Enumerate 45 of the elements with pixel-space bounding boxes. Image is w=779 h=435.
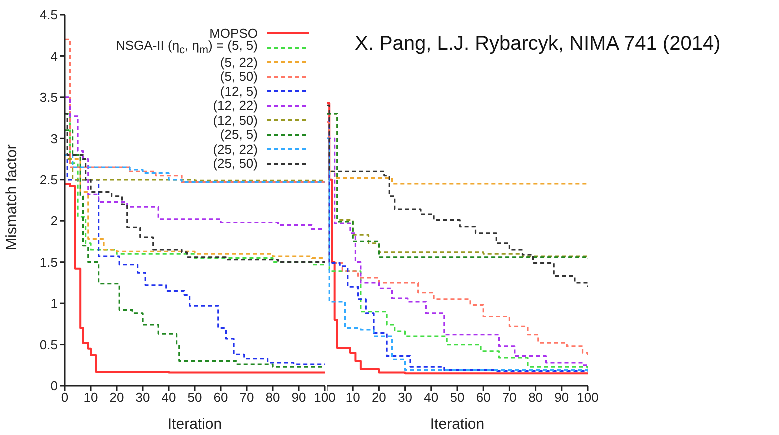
y-tick-label: 1 [50, 296, 58, 312]
y-tick-label: 2 [50, 214, 58, 229]
annotation: X. Pang, L.J. Rybarcyk, NIMA 741 (2014) [355, 33, 721, 56]
legend-label: (12, 50) [213, 112, 258, 128]
x-tick-label: 80 [528, 390, 544, 406]
x-tick-label: 100 [314, 390, 336, 406]
x-tick-label: 60 [214, 390, 228, 406]
x-tick-label: 60 [476, 390, 491, 406]
x-tick-label: 80 [266, 390, 280, 406]
y-tick-label: 3 [50, 131, 58, 146]
x-tick-label: 90 [292, 390, 306, 406]
x-axis-title: Iteration [168, 416, 222, 433]
x-tick-label: 70 [502, 390, 517, 406]
y-tick-label: 4.5 [40, 8, 58, 23]
x-tick-label: 70 [240, 390, 254, 406]
x-tick-label: 50 [450, 390, 465, 406]
x-tick-label: 20 [110, 390, 124, 406]
x-tick-label: 20 [372, 390, 386, 406]
x-tick-label: 50 [188, 390, 202, 406]
y-tick-label: 2.5 [40, 172, 58, 188]
x-axis-title: Iteration [430, 416, 485, 433]
legend-label: (12, 5) [220, 84, 258, 99]
legend-label: (25, 5) [220, 127, 258, 142]
legend-label: MOPSO [210, 26, 258, 41]
x-tick-label: 40 [162, 390, 176, 406]
y-tick-label: 1.5 [40, 254, 58, 270]
x-tick-label: 10 [84, 390, 98, 406]
legend-label: NSGA-II (η$_{c}$, η$_{m}$) = (5, 5) [116, 38, 258, 58]
x-tick-label: 30 [398, 390, 413, 406]
legend-label: (25, 50) [213, 156, 258, 172]
x-tick-label: 30 [136, 390, 150, 406]
y-axis-title: Mismatch factor [3, 144, 20, 250]
legend-label: (5, 50) [220, 69, 258, 84]
legend-label: (12, 22) [213, 98, 258, 114]
y-tick-label: 4 [50, 48, 58, 64]
y-tick-label: 0 [50, 378, 58, 394]
x-tick-label: 40 [424, 390, 439, 406]
y-tick-label: 3.5 [40, 90, 58, 106]
legend-label: (5, 22) [220, 54, 258, 70]
x-tick-label: 0 [61, 390, 69, 406]
y-tick-label: 0.5 [40, 337, 58, 352]
x-tick-label: 100 [577, 390, 599, 406]
x-tick-label: 90 [554, 390, 570, 406]
x-tick-label: 10 [346, 390, 360, 406]
legend-label: (25, 22) [213, 142, 258, 157]
